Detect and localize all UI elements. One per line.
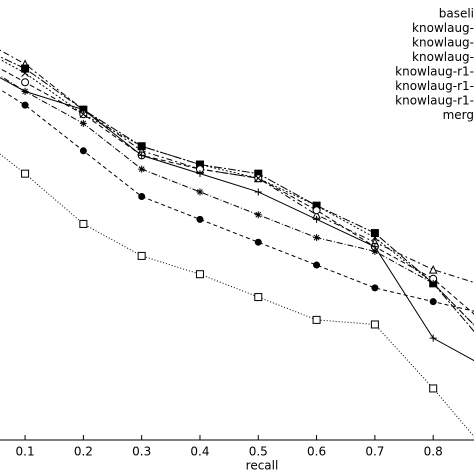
legend-label: knowlaug- <box>412 36 474 50</box>
marker <box>371 284 379 292</box>
marker <box>313 261 321 269</box>
marker <box>79 147 87 155</box>
x-tick-label: 0.3 <box>132 445 151 459</box>
series-line <box>0 49 474 283</box>
marker <box>21 169 30 178</box>
marker <box>79 219 88 228</box>
legend-label: merg <box>443 108 474 122</box>
marker <box>428 265 438 274</box>
series-line <box>0 58 474 326</box>
marker <box>254 174 263 183</box>
x-tick-label: 0.1 <box>16 445 35 459</box>
marker <box>370 320 379 329</box>
marker <box>79 106 87 114</box>
x-tick-label: 0.8 <box>424 445 443 459</box>
marker <box>312 206 321 215</box>
marker <box>138 193 146 201</box>
legend-label: baseli <box>439 7 474 21</box>
marker <box>21 87 29 95</box>
marker <box>371 233 379 242</box>
series-line <box>0 67 474 315</box>
marker <box>313 215 321 223</box>
x-tick-label: 0.7 <box>365 445 384 459</box>
marker <box>196 188 204 196</box>
marker <box>21 78 30 87</box>
x-tick-label: 0.5 <box>249 445 268 459</box>
legend-label: knowlaug- <box>412 21 474 35</box>
marker <box>254 293 263 302</box>
marker <box>312 201 321 210</box>
marker <box>79 119 87 127</box>
marker <box>312 315 321 324</box>
marker <box>196 160 204 169</box>
marker <box>137 142 146 151</box>
marker <box>21 101 29 109</box>
plot-area <box>0 49 474 438</box>
marker <box>429 298 437 306</box>
marker <box>21 69 29 77</box>
marker <box>138 165 146 173</box>
marker <box>429 334 437 342</box>
marker <box>196 170 204 178</box>
marker <box>370 229 379 238</box>
series-line <box>0 56 474 333</box>
x-axis-label: recall <box>246 459 279 473</box>
series-line <box>0 88 474 312</box>
marker <box>138 151 146 159</box>
marker <box>196 215 204 223</box>
marker <box>21 64 30 73</box>
marker <box>254 238 262 246</box>
marker <box>195 270 204 279</box>
series-line <box>0 153 474 438</box>
x-tick-label: 0.2 <box>74 445 93 459</box>
x-tick-label: 0.6 <box>307 445 326 459</box>
marker <box>429 279 437 287</box>
marker <box>429 384 438 393</box>
legend-label: knowlaug-r1- <box>395 79 474 93</box>
series-line <box>0 75 474 326</box>
marker <box>371 247 379 255</box>
marker <box>137 251 146 260</box>
legend-label: knowlaug- <box>412 50 474 64</box>
legend-label: knowlaug-r1- <box>395 94 474 108</box>
series-line <box>0 77 474 362</box>
marker <box>313 234 321 242</box>
marker <box>254 188 262 196</box>
x-tick-label: 0.4 <box>190 445 209 459</box>
marker <box>254 211 262 219</box>
legend-label: knowlaug-r1- <box>395 65 474 79</box>
